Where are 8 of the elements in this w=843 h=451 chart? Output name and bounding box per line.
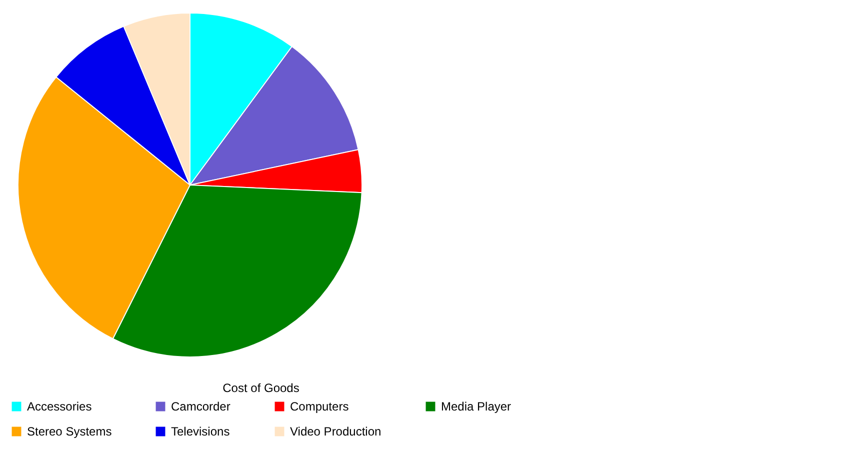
legend-label: Televisions <box>171 424 230 438</box>
legend-title: Cost of Goods <box>222 381 300 395</box>
legend-label: Computers <box>290 400 349 414</box>
legend-label: Camcorder <box>171 400 230 414</box>
legend-label: Media Player <box>441 400 512 414</box>
legend-label: Video Production <box>290 424 382 438</box>
legend-label: Accessories <box>27 400 92 414</box>
legend-label: Stereo Systems <box>27 424 112 438</box>
